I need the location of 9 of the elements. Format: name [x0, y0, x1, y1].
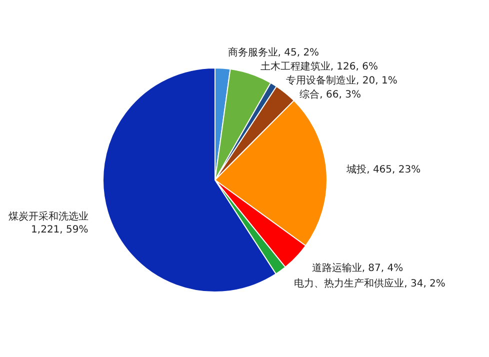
slice-label: 专用设备制造业, 20, 1%: [286, 74, 398, 86]
data-label: 1,221, 59%: [31, 224, 88, 236]
slice-label: 综合, 66, 3%: [300, 88, 361, 100]
slice-label: 道路运输业, 87, 4%: [312, 262, 404, 274]
slice-label: 商务服务业, 45, 2%: [228, 46, 320, 58]
slice-label: 土木工程建筑业, 126, 6%: [260, 60, 378, 72]
slice-label: 电力、热力生产和供应业, 34, 2%: [294, 278, 446, 290]
slice-label: 城投, 465, 23%: [346, 164, 421, 176]
slice-label: 煤炭开采和洗选业: [8, 210, 88, 222]
